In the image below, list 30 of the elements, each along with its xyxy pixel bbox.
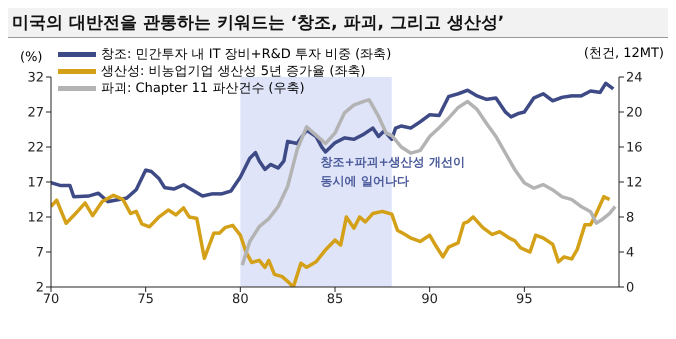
y2-tick-label: 24 [626, 70, 643, 86]
legend-label: 파괴: Chapter 11 파산건수 (우축) [101, 80, 305, 97]
band-label: 창조+파괴+생산성 개선이 동시에 일어나다 [320, 154, 465, 190]
line-series [51, 82, 616, 204]
y2-tick-label: 0 [626, 280, 634, 296]
y-tick-label: 7 [36, 246, 44, 261]
line-series [51, 194, 612, 287]
y2-axis-title: (천건, 12MT) [584, 45, 664, 62]
y-tick-label: 32 [27, 70, 44, 86]
y-axis-title: (%) [20, 50, 42, 65]
y-tick-label: 12 [27, 210, 44, 226]
y2-tick-label: 4 [626, 246, 634, 261]
y2-tick-label: 12 [626, 176, 643, 191]
y2-tick-label: 20 [626, 106, 643, 121]
x-tick-label: 85 [326, 292, 344, 308]
legend-label: 창조: 민간투자 내 IT 장비+R&D 투자 비중 (좌축) [101, 46, 392, 63]
line-series [240, 98, 617, 267]
x-tick-label: 95 [516, 292, 533, 308]
legend-label: 생산성: 비농업기업 생산성 5년 증가율 (좌축) [101, 63, 366, 80]
chart-title: 미국의 대반전을 관통하는 키워드는 ‘창조, 파괴, 그리고 생산성’ [8, 8, 668, 38]
y-tick-label: 22 [27, 140, 44, 156]
x-tick-label: 80 [232, 292, 249, 308]
y2-tick-label: 8 [626, 210, 634, 226]
y2-tick-label: 16 [626, 140, 643, 156]
x-tick-label: 70 [42, 292, 60, 308]
y-tick-label: 27 [27, 106, 44, 121]
x-tick-label: 75 [137, 292, 154, 308]
y-tick-label: 2 [36, 280, 44, 296]
y-tick-label: 17 [27, 176, 44, 191]
x-tick-label: 90 [421, 292, 438, 308]
